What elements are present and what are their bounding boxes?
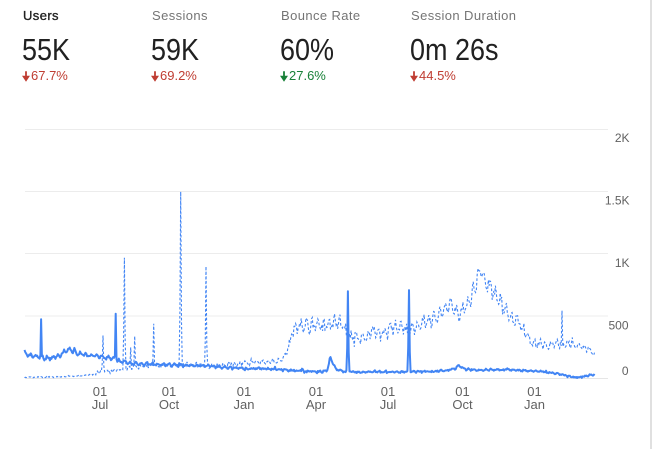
svg-text:Oct: Oct [452,397,473,412]
svg-text:01: 01 [455,384,469,399]
svg-text:Jul: Jul [380,397,397,412]
svg-text:0: 0 [622,364,629,378]
svg-text:Jan: Jan [234,397,255,412]
svg-text:01: 01 [162,384,176,399]
svg-text:01: 01 [309,384,323,399]
svg-text:Jan: Jan [524,397,545,412]
svg-text:1K: 1K [615,256,630,270]
svg-text:2K: 2K [615,131,630,145]
svg-text:1.5K: 1.5K [605,194,630,208]
svg-text:01: 01 [237,384,251,399]
svg-text:01: 01 [527,384,541,399]
svg-text:500: 500 [608,319,628,333]
svg-text:01: 01 [93,384,107,399]
svg-text:Oct: Oct [159,397,180,412]
svg-text:Jul: Jul [92,397,109,412]
svg-text:01: 01 [381,384,395,399]
svg-text:Apr: Apr [306,397,327,412]
